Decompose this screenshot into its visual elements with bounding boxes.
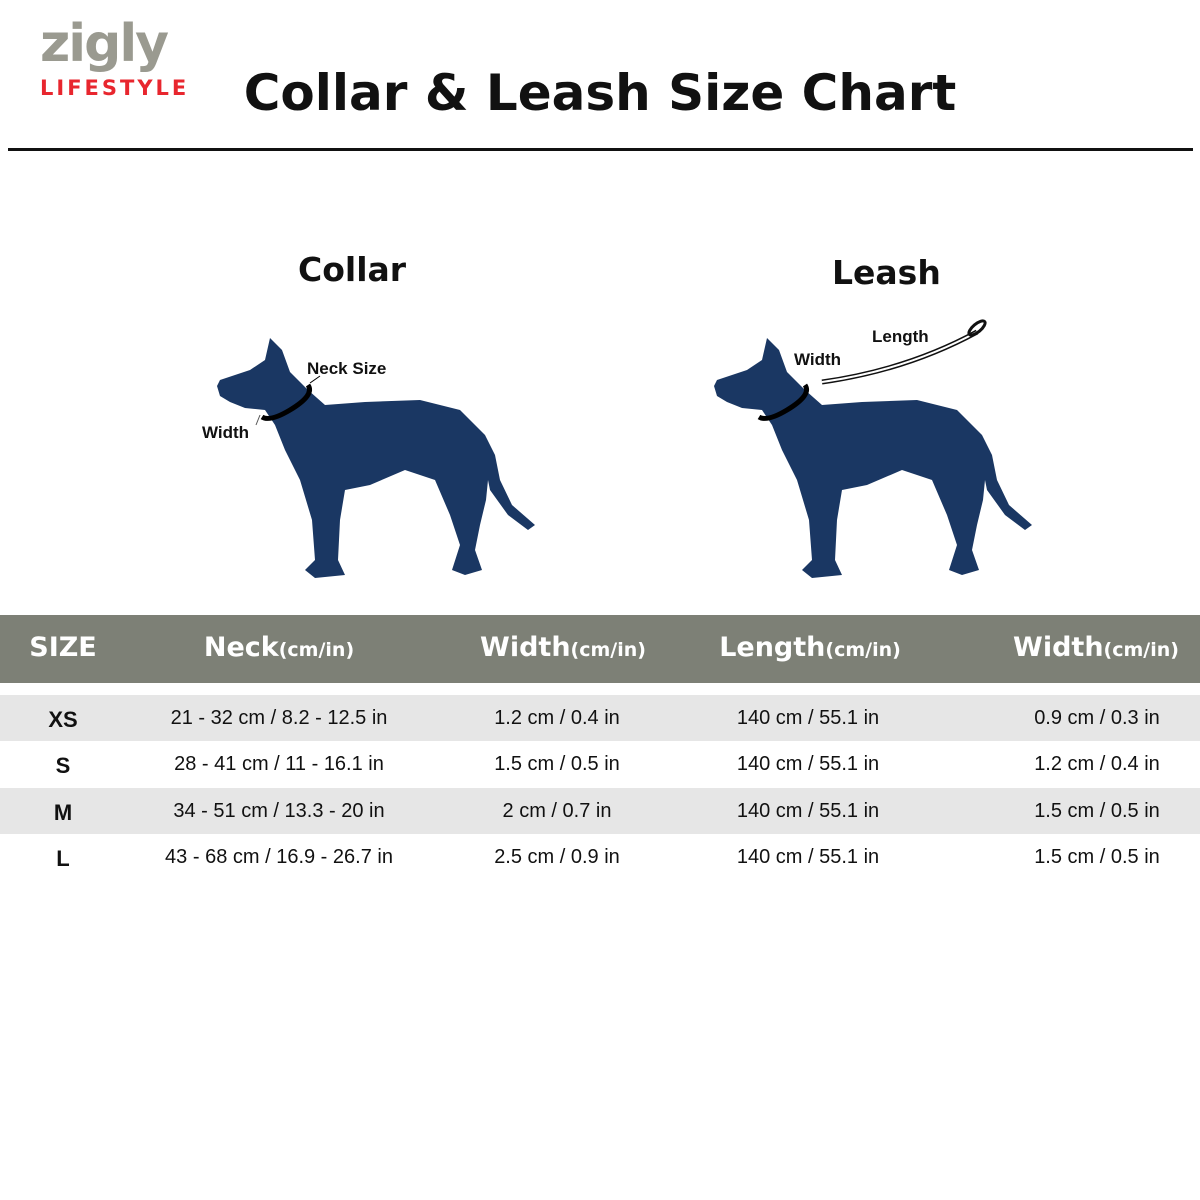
- table-header: [0, 615, 1200, 683]
- size-cell: XS: [48, 707, 78, 732]
- logo-subtitle: LIFESTYLE: [40, 76, 190, 100]
- value-cell: 1.5 cm / 0.5 in: [494, 753, 620, 775]
- size-cell: S: [55, 753, 71, 778]
- header-size: SIZE: [29, 632, 97, 663]
- header-length: Length(cm/in): [719, 632, 901, 663]
- value-cell: 140 cm / 55.1 in: [736, 846, 880, 868]
- table-row: S 28 - 41 cm / 11 - 16.1 in 1.5 cm / 0.5 i…: [0, 741, 1200, 787]
- value-cell: 1.5 cm / 0.5 in: [1034, 800, 1160, 822]
- header-leash-width: Width(cm/in): [1013, 632, 1179, 663]
- value-cell: 1.2 cm / 0.4 in: [1034, 753, 1160, 775]
- value-cell: 43 - 68 cm / 16.9 - 26.7 in: [165, 846, 393, 868]
- dog-illustrations: [217, 319, 1032, 578]
- value-cell: 2.5 cm / 0.9 in: [494, 846, 620, 868]
- header-collar-width: Width(cm/in): [480, 632, 646, 663]
- value-cell: 1.5 cm / 0.5 in: [1034, 846, 1160, 868]
- neck-size-label: Neck Size: [307, 359, 387, 378]
- value-cell: 34 - 51 cm / 13.3 - 20 in: [173, 800, 385, 822]
- value-cell: 21 - 32 cm / 8.2 - 12.5 in: [170, 707, 388, 729]
- value-cell: 28 - 41 cm / 11 - 16.1 in: [174, 753, 384, 775]
- collar-dog: [217, 338, 535, 578]
- leash-dog: [714, 319, 1032, 578]
- page-title: Collar & Leash Size Chart: [243, 64, 957, 122]
- size-cell: L: [56, 846, 70, 871]
- value-cell: 2 cm / 0.7 in: [502, 800, 612, 822]
- collar-width-label: Width: [202, 423, 250, 442]
- value-cell: 0.9 cm / 0.3 in: [1034, 707, 1160, 729]
- table-row: XS 21 - 32 cm / 8.2 - 12.5 in 1.2 cm / 0.4…: [0, 695, 1200, 741]
- table-row: L 43 - 68 cm / 16.9 - 26.7 in 2.5 cm / 0.9…: [0, 834, 1200, 880]
- header-neck: Neck(cm/in): [203, 632, 355, 663]
- value-cell: 140 cm / 55.1 in: [736, 800, 880, 822]
- table-row: M 34 - 51 cm / 13.3 - 20 in 2 cm / 0.7 in 1…: [0, 788, 1200, 834]
- value-cell: 1.2 cm / 0.4 in: [494, 707, 620, 729]
- leash-heading: Leash: [832, 253, 941, 292]
- value-cell: 140 cm / 55.1 in: [736, 707, 880, 729]
- leash-width-label: Width: [794, 350, 842, 369]
- divider: [8, 148, 1193, 151]
- collar-heading: Collar: [298, 250, 407, 289]
- logo: zigly: [40, 14, 169, 74]
- size-cell: M: [53, 800, 73, 825]
- length-label: Length: [872, 327, 929, 346]
- value-cell: 140 cm / 55.1 in: [736, 753, 880, 775]
